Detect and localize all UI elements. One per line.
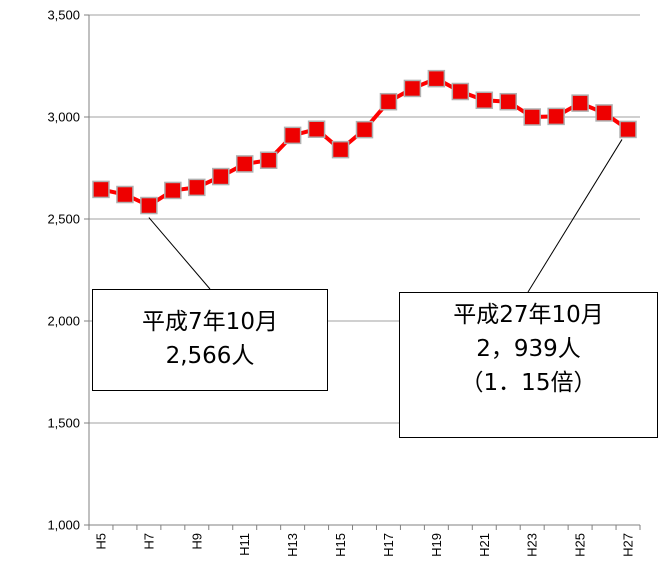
y-tick-label-2000: 2,000 — [47, 314, 80, 329]
x-tick-label-H25: H25 — [573, 533, 588, 557]
callout-h27-line1: 平成27年10月 — [453, 302, 604, 328]
data-point-H6 — [116, 185, 134, 204]
data-point-H11 — [235, 155, 254, 173]
data-point-H24 — [547, 107, 565, 126]
y-tick-label-1000: 1,000 — [47, 518, 80, 533]
data-point-H18 — [403, 79, 422, 98]
x-tick-label-H11: H11 — [237, 533, 252, 556]
x-tick-label-H21: H21 — [477, 533, 492, 557]
callout-h7-line2: 2,566人 — [165, 343, 255, 369]
axes — [84, 14, 641, 530]
data-point-H12 — [259, 151, 278, 169]
data-point-H8 — [164, 181, 182, 200]
x-tick-label-H15: H15 — [333, 533, 348, 557]
data-point-H16 — [355, 120, 374, 139]
data-point-H7 — [140, 196, 158, 215]
y-tick-label-3500: 3,500 — [47, 8, 80, 23]
callout-h27-line3: （1．15倍） — [460, 370, 597, 396]
x-tick-label-H19: H19 — [429, 533, 444, 557]
x-tick-label-H9: H9 — [189, 533, 204, 550]
data-point-H10 — [212, 167, 230, 186]
data-point-H26 — [595, 104, 613, 122]
x-tick-label-H7: H7 — [141, 533, 156, 550]
data-point-H14 — [307, 120, 326, 138]
x-tick-label-H17: H17 — [381, 533, 396, 557]
data-point-H25 — [571, 94, 589, 112]
data-point-H22 — [499, 92, 517, 111]
leader-line-h7 — [148, 217, 211, 290]
data-point-H13 — [283, 126, 302, 145]
y-tick-label-3000: 3,000 — [47, 110, 80, 125]
data-point-H27 — [619, 120, 637, 139]
data-point-H5 — [92, 180, 110, 199]
callout-leader-lines — [148, 139, 623, 293]
data-point-H20 — [451, 82, 470, 101]
data-point-H21 — [475, 91, 494, 110]
y-tick-label-2500: 2,500 — [47, 212, 80, 227]
x-tick-label-H5: H5 — [93, 533, 108, 550]
y-tick-labels: 1,000 1,500 2,000 2,500 3,000 3,500 — [47, 8, 80, 533]
x-tick-label-H27: H27 — [621, 533, 636, 557]
leader-line-h27 — [527, 139, 623, 293]
data-point-H19 — [427, 69, 446, 88]
callout-h27: 平成27年10月 2，939人 （1．15倍） — [399, 292, 658, 438]
series-markers — [92, 69, 637, 215]
data-point-H23 — [523, 108, 541, 126]
data-point-H17 — [379, 92, 398, 111]
data-point-H9 — [188, 178, 206, 197]
x-tick-labels: H5 H7 H9 H11 H13 H15 H17 H19 H21 H23 H25 H27 — [93, 533, 635, 557]
callout-h7: 平成7年10月 2,566人 — [92, 289, 328, 391]
callout-h27-line2: 2，939人 — [476, 336, 581, 362]
x-tick-label-H13: H13 — [285, 533, 300, 557]
data-point-H15 — [331, 140, 350, 159]
x-tick-label-H23: H23 — [525, 533, 540, 557]
callout-h7-line1: 平成7年10月 — [142, 309, 278, 335]
y-tick-label-1500: 1,500 — [47, 416, 80, 431]
